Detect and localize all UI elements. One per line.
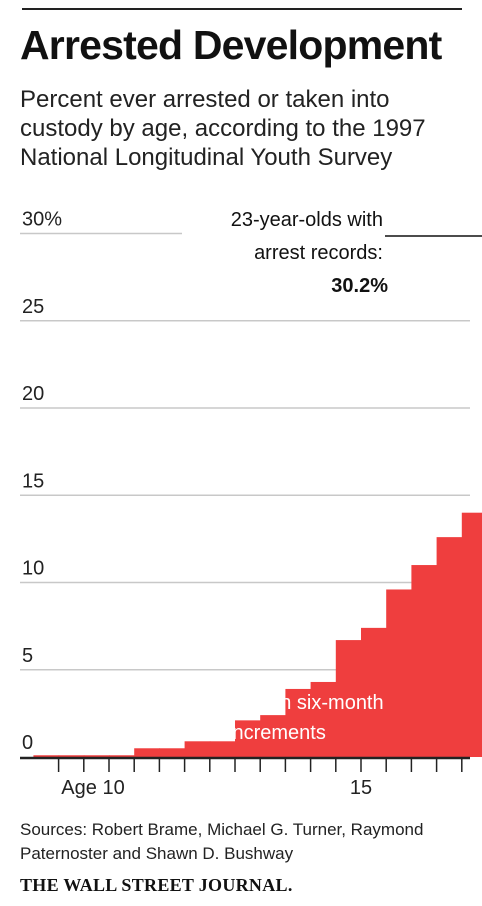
bar — [83, 755, 110, 757]
y-tick-label: 15 — [22, 470, 44, 492]
bar — [58, 755, 85, 757]
y-tick-label: 30% — [22, 209, 62, 231]
bar — [235, 720, 261, 757]
note-line: increments — [228, 722, 326, 744]
top-rule — [22, 8, 462, 10]
sources-note: Sources: Robert Brame, Michael G. Turner… — [20, 820, 424, 863]
annotation-line-2: arrest records: — [254, 242, 383, 264]
chart-title: Arrested Development — [20, 22, 442, 68]
annotation-value: 30.2% — [331, 275, 388, 297]
y-tick-label: 5 — [22, 645, 33, 667]
bar — [361, 627, 387, 757]
y-tick-label: 25 — [22, 296, 44, 318]
y-tick-label: 10 — [22, 558, 44, 580]
bar — [134, 748, 160, 757]
bar — [159, 748, 186, 757]
annotation: 23-year-olds with arrest records: 30.2% — [231, 209, 482, 297]
chart-subtitle: Percent ever arrested or taken into cust… — [20, 86, 426, 171]
note-line: Data in six-month — [228, 692, 384, 714]
bars — [33, 512, 482, 757]
bar — [184, 741, 211, 757]
y-tick-label: 20 — [22, 383, 44, 405]
bar — [285, 688, 312, 757]
y-tick-label: 0 — [22, 732, 33, 754]
annotation-line-1: 23-year-olds with — [231, 209, 383, 231]
publisher-logo: THE WALL STREET JOURNAL. — [20, 875, 293, 895]
bar — [411, 565, 438, 757]
bar — [335, 640, 362, 757]
bar — [386, 589, 412, 757]
bar — [461, 512, 482, 757]
bar — [260, 715, 286, 757]
y-tick-labels: 30% 25 20 15 10 5 0 — [22, 209, 62, 755]
bar — [310, 681, 337, 757]
x-tick-label: 15 — [350, 777, 372, 799]
bar — [209, 741, 236, 757]
bar — [436, 537, 463, 757]
increment-note: Data in six-month increments — [228, 692, 384, 744]
x-tick-label: Age 10 — [61, 777, 124, 799]
bar — [109, 755, 135, 757]
x-axis: Age 101520 — [20, 756, 470, 799]
bar — [33, 755, 60, 757]
